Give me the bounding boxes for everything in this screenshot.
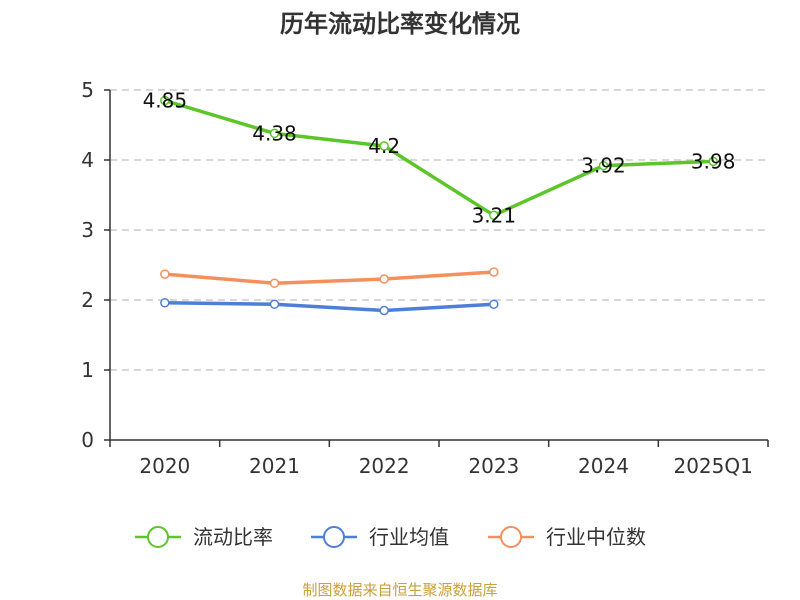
x-tick-label: 2021 bbox=[249, 454, 300, 478]
data-label: 3.21 bbox=[472, 203, 517, 227]
x-tick-label: 2025Q1 bbox=[673, 454, 752, 478]
data-point bbox=[708, 156, 718, 167]
y-tick-label: 1 bbox=[81, 358, 94, 382]
series-line bbox=[164, 301, 494, 313]
data-point bbox=[160, 298, 170, 308]
data-point bbox=[269, 278, 280, 288]
data-point bbox=[489, 299, 499, 309]
data-point bbox=[489, 210, 499, 221]
data-point bbox=[269, 128, 280, 139]
data-point bbox=[489, 267, 499, 277]
data-point bbox=[379, 305, 389, 316]
data-label: 3.98 bbox=[691, 149, 736, 173]
data-label: 4.2 bbox=[368, 134, 400, 158]
y-tick-label: 4 bbox=[81, 148, 94, 172]
legend-swatch-marker bbox=[147, 526, 169, 548]
y-tick-label: 3 bbox=[81, 218, 94, 242]
y-tick-label: 5 bbox=[81, 78, 94, 102]
x-tick-label: 2023 bbox=[468, 454, 519, 478]
x-tick-label: 2020 bbox=[139, 454, 190, 478]
series-line bbox=[164, 270, 494, 285]
x-tick-label: 2022 bbox=[359, 454, 410, 478]
data-label: 4.38 bbox=[252, 121, 297, 145]
y-tick-label: 2 bbox=[81, 288, 94, 312]
legend-swatch-marker bbox=[323, 526, 345, 548]
legend-item[interactable]: 流动比率 bbox=[135, 525, 273, 549]
data-point bbox=[160, 269, 170, 279]
legend-label: 流动比率 bbox=[193, 525, 273, 549]
x-tick-label: 2024 bbox=[578, 454, 629, 478]
series-line bbox=[164, 98, 714, 218]
legend-item[interactable]: 行业均值 bbox=[311, 525, 449, 549]
legend-label: 行业均值 bbox=[369, 525, 449, 549]
data-point bbox=[379, 274, 389, 284]
y-tick-label: 0 bbox=[81, 428, 94, 452]
data-label: 4.85 bbox=[143, 89, 188, 113]
data-point bbox=[379, 141, 389, 151]
data-point bbox=[269, 299, 280, 309]
data-point bbox=[598, 160, 609, 171]
legend-item[interactable]: 行业中位数 bbox=[488, 525, 646, 549]
legend-swatch-marker bbox=[500, 526, 522, 548]
source-note: 制图数据来自恒生聚源数据库 bbox=[302, 581, 497, 599]
chart-title: 历年流动比率变化情况 bbox=[280, 10, 520, 38]
data-label: 3.92 bbox=[581, 154, 626, 178]
legend-label: 行业中位数 bbox=[546, 525, 646, 549]
data-point bbox=[160, 95, 170, 106]
